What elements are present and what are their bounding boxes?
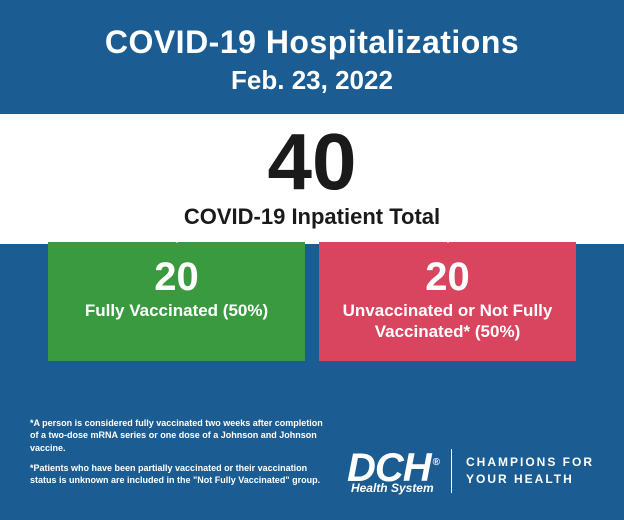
fineprint-line-2: *Patients who have been partially vaccin… <box>30 462 323 486</box>
stats-row: 20 Fully Vaccinated (50%) 20 Unvaccinate… <box>0 242 624 361</box>
brand: DCH® Health System CHAMPIONS FOR YOUR HE… <box>343 448 594 494</box>
fineprint-line-1: *A person is considered fully vaccinated… <box>30 417 323 453</box>
logo: DCH® Health System <box>347 448 437 494</box>
logo-registered: ® <box>433 457 439 468</box>
tagline: CHAMPIONS FOR YOUR HEALTH <box>466 454 594 488</box>
tagline-separator <box>451 449 452 493</box>
footer: *A person is considered fully vaccinated… <box>0 403 624 520</box>
date: Feb. 23, 2022 <box>20 65 604 96</box>
stat-unvaccinated-label: Unvaccinated or Not Fully Vaccinated* (5… <box>329 300 566 343</box>
total-label: COVID-19 Inpatient Total <box>20 204 604 230</box>
stat-unvaccinated: 20 Unvaccinated or Not Fully Vaccinated*… <box>319 242 576 361</box>
total-bar: 40 COVID-19 Inpatient Total <box>0 114 624 244</box>
tagline-line-2: YOUR HEALTH <box>466 471 594 488</box>
stat-unvaccinated-value: 20 <box>329 256 566 298</box>
stat-vaccinated: 20 Fully Vaccinated (50%) <box>48 242 305 361</box>
header: COVID-19 Hospitalizations Feb. 23, 2022 <box>0 0 624 114</box>
logo-main-text: DCH <box>347 446 431 490</box>
tagline-line-1: CHAMPIONS FOR <box>466 454 594 471</box>
infographic-card: COVID-19 Hospitalizations Feb. 23, 2022 … <box>0 0 624 520</box>
logo-text: DCH® <box>347 448 437 488</box>
title: COVID-19 Hospitalizations <box>20 24 604 61</box>
fineprint: *A person is considered fully vaccinated… <box>30 417 323 494</box>
total-value: 40 <box>20 122 604 202</box>
stat-vaccinated-label: Fully Vaccinated (50%) <box>58 300 295 321</box>
stat-vaccinated-value: 20 <box>58 256 295 298</box>
